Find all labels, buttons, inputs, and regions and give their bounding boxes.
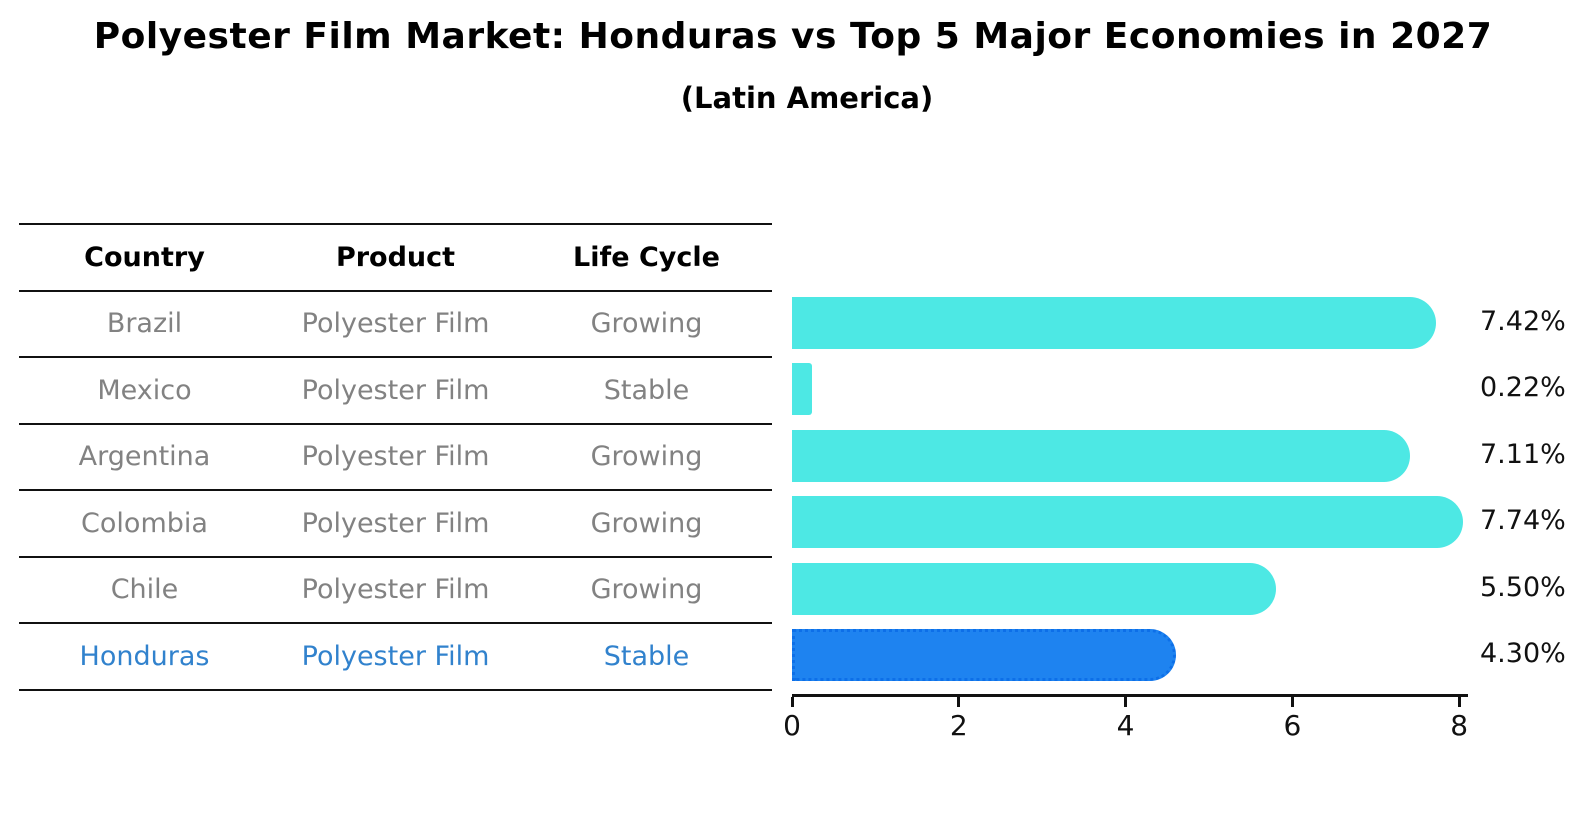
country-cell: Argentina [78, 441, 211, 473]
life-cycle-cell: Growing [590, 507, 703, 539]
x-axis-tick-label-6: 6 [1283, 709, 1302, 742]
product-cell: Polyester Film [301, 640, 490, 672]
x-axis-tick-0 [790, 697, 794, 707]
table-row-mexico: Mexico Polyester Film Stable [19, 358, 772, 425]
bar-argentina [792, 429, 1410, 482]
table-header-country: Country [84, 241, 205, 273]
value-label-colombia: 7.74% [1480, 505, 1566, 537]
product-cell: Polyester Film [301, 574, 490, 606]
x-axis-tick-label-0: 0 [783, 709, 801, 742]
value-label-brazil: 7.42% [1480, 305, 1566, 337]
value-label-honduras: 4.30% [1480, 638, 1566, 670]
country-cell: Brazil [106, 308, 183, 340]
product-cell: Polyester Film [301, 374, 490, 406]
x-axis-tick-label-4: 4 [1116, 709, 1135, 742]
country-cell: Colombia [81, 507, 208, 539]
life-cycle-cell: Growing [590, 574, 703, 606]
table-row-argentina: Argentina Polyester Film Growing [19, 425, 772, 491]
x-axis-tick-6 [1290, 697, 1294, 707]
country-table: Country Product Life Cycle Brazil Polyester … [19, 223, 772, 691]
bar-mexico [792, 363, 813, 416]
country-cell: Honduras [79, 640, 210, 672]
x-axis-tick-2 [957, 697, 961, 707]
country-cell: Chile [110, 574, 179, 606]
bar-chile [792, 562, 1276, 615]
life-cycle-cell: Growing [590, 441, 703, 473]
bar-colombia [792, 496, 1463, 549]
chart-title: Polyester Film Market: Honduras vs Top 5… [93, 16, 1493, 57]
x-axis-tick-label-2: 2 [949, 709, 968, 742]
value-label-mexico: 0.22% [1480, 372, 1566, 404]
table-row-colombia: Colombia Polyester Film Growing [19, 491, 772, 558]
bar-brazil [792, 296, 1436, 349]
table-header-product: Product [335, 241, 456, 273]
life-cycle-cell: Growing [590, 308, 703, 340]
x-axis-tick-8 [1457, 697, 1461, 707]
chart-subtitle: (Latin America) [680, 81, 934, 115]
bar-honduras [792, 629, 1176, 682]
product-cell: Polyester Film [301, 441, 490, 473]
country-cell: Mexico [97, 374, 192, 406]
product-cell: Polyester Film [301, 507, 490, 539]
life-cycle-cell: Stable [603, 374, 690, 406]
value-label-chile: 5.50% [1480, 571, 1566, 603]
table-header-row: Country Product Life Cycle [19, 223, 772, 292]
x-axis-tick-label-8: 8 [1450, 709, 1469, 742]
value-label-argentina: 7.11% [1480, 438, 1566, 470]
table-header-life-cycle: Life Cycle [573, 241, 720, 273]
life-cycle-cell: Stable [603, 640, 690, 672]
x-axis-line [792, 694, 1468, 697]
table-row-honduras: Honduras Polyester Film Stable [19, 624, 772, 691]
table-row-brazil: Brazil Polyester Film Growing [19, 292, 772, 358]
x-axis-tick-4 [1124, 697, 1128, 707]
table-row-chile: Chile Polyester Film Growing [19, 558, 772, 624]
product-cell: Polyester Film [301, 308, 490, 340]
